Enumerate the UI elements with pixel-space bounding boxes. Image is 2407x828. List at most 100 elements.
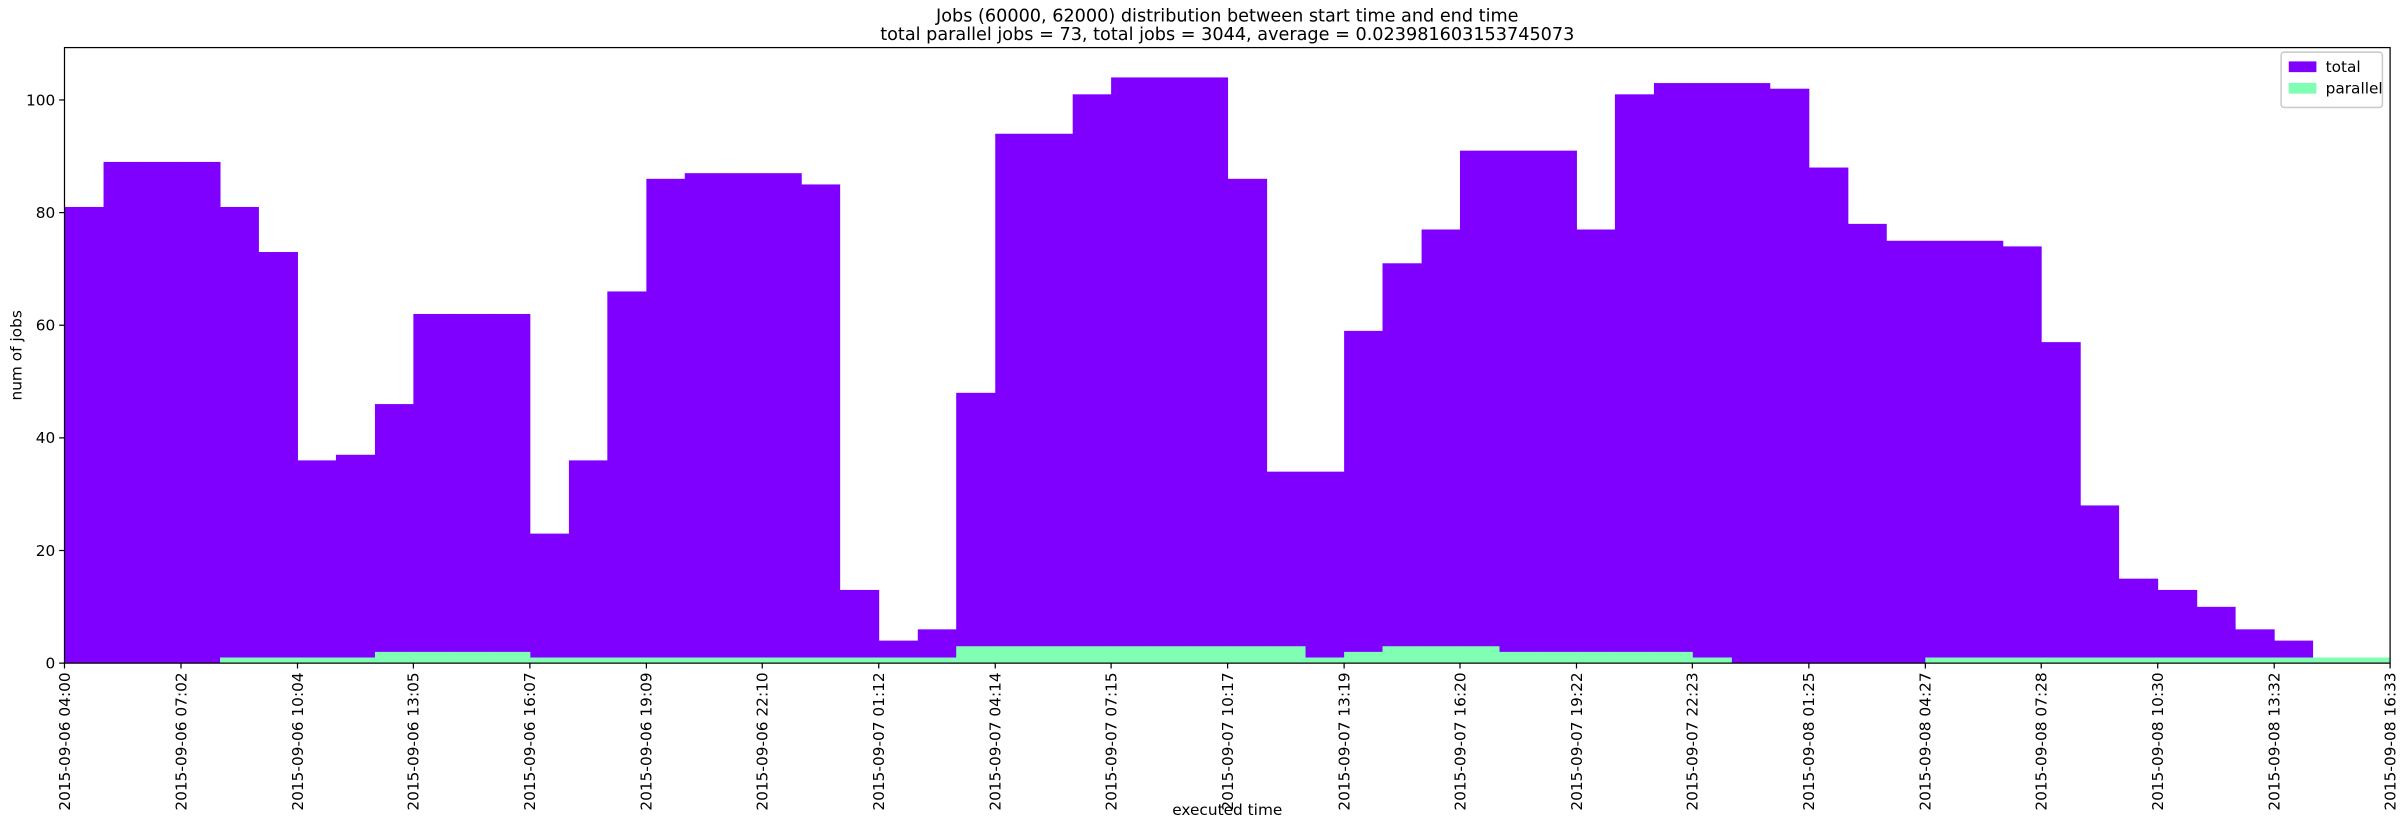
histogram-bar [607,291,647,664]
histogram-bar [258,657,298,664]
histogram-bar [220,657,259,664]
histogram-bar [762,173,802,664]
histogram-bar [2041,342,2081,664]
histogram-bar [801,657,841,664]
histogram-bar [2196,606,2236,664]
histogram-bar [2274,657,2314,664]
histogram-bar [646,657,686,664]
histogram-bar [956,646,996,664]
histogram-bar [917,629,957,664]
x-tick-label: 2015-09-06 10:04 [289,672,307,810]
histogram-bar [529,657,570,664]
histogram-bar [1808,167,1849,664]
legend-label: parallel [2326,80,2383,98]
histogram-bar [568,460,608,664]
histogram-bar [1072,646,1112,664]
histogram-bar [413,313,453,664]
histogram-bar [1731,83,1771,664]
chart-subtitle: total parallel jobs = 73, total jobs = 3… [880,25,1574,45]
histogram-bar [956,392,996,664]
histogram-bar [1925,240,1965,664]
histogram-bar [1614,94,1655,664]
histogram-bar [1499,651,1538,664]
histogram-bar [1227,178,1268,664]
histogram-bar [1769,88,1810,664]
histogram-bar [2118,578,2159,664]
histogram-bar [1344,330,1383,664]
histogram-bar [181,161,221,664]
histogram-bar [335,657,376,664]
histogram-bar [995,133,1035,664]
histogram-bar [1653,83,1693,664]
y-tick-label: 60 [36,317,56,335]
histogram-bar [1847,223,1887,664]
histogram-bar [2312,657,2353,664]
y-tick-label: 80 [36,204,56,222]
x-tick-label: 2015-09-07 19:22 [1568,672,1586,810]
histogram-bar [646,178,686,664]
x-tick-label: 2015-09-07 16:20 [1451,672,1469,810]
histogram-bar [452,651,492,664]
legend-swatch [2288,61,2317,73]
histogram-bar [878,657,919,664]
histogram-bar [1382,263,1423,664]
x-tick-label: 2015-09-07 07:15 [1102,672,1120,810]
histogram-bar [1459,646,1500,664]
histogram-bar [374,651,414,664]
legend: total parallel [2280,51,2384,109]
histogram-bar [1266,471,1306,664]
histogram-bar [1033,133,1074,664]
histogram-bar [1925,657,1965,664]
histogram-bar [2235,629,2275,664]
y-tick-label: 40 [36,429,56,447]
x-tick-label: 2015-09-07 22:23 [1684,672,1702,810]
histogram-bar [452,313,492,664]
x-tick-label: 2015-09-08 16:33 [2381,672,2399,810]
histogram-bar [1305,657,1345,664]
histogram-bar [1653,651,1693,664]
histogram-bar [374,404,414,664]
x-tick-label: 2015-09-07 04:14 [987,672,1005,810]
histogram-bar [64,206,105,664]
histogram-bar [2196,657,2236,664]
histogram-bar [1692,657,1732,664]
histogram-bar [878,640,919,664]
histogram-bar [335,454,376,664]
histogram-bar [141,161,182,664]
histogram-bar [2080,657,2120,664]
histogram-bar [684,173,725,664]
x-tick-label: 2015-09-08 07:28 [2033,672,2051,810]
histogram-bar [2351,657,2391,664]
histogram-bar [2235,657,2275,664]
x-tick-label: 2015-09-06 19:09 [638,672,656,810]
x-tick-label: 2015-09-07 10:17 [1219,672,1237,810]
histogram-bar [1576,229,1616,664]
histogram-bar [413,651,453,664]
histogram-bar [1072,94,1112,664]
histogram-bar [1614,651,1655,664]
histogram-bar [1033,646,1074,664]
y-tick-label: 100 [26,91,55,109]
histogram-bar [607,657,647,664]
histogram-bar [839,589,880,664]
histogram-bar [529,533,570,664]
histogram-bar [1537,150,1577,664]
histogram-bar [1150,646,1190,664]
histogram-bar [917,657,957,664]
x-tick-label: 2015-09-08 04:27 [1917,672,1935,810]
histogram-bar [1963,240,2004,664]
histogram-bar [762,657,802,664]
histogram-bar [2157,589,2198,664]
histogram-bar [1188,77,1229,664]
histogram-bar [2041,657,2081,664]
x-tick-label: 2015-09-07 01:12 [870,672,888,810]
legend-swatch [2288,82,2317,94]
histogram-bar [1266,646,1306,664]
histogram-bar [1886,240,1926,664]
histogram-bar [490,313,531,664]
histogram-bar [1111,646,1151,664]
legend-label: total [2326,58,2361,76]
histogram-bar [103,161,143,664]
histogram-bar [258,252,298,664]
